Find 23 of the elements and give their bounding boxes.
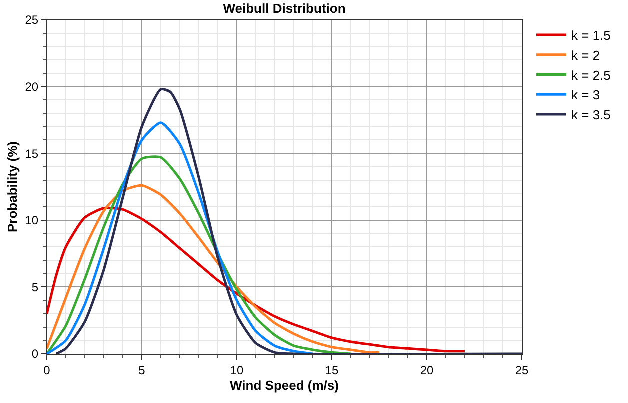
x-tick-label: 0	[44, 363, 51, 378]
y-tick-label: 0	[32, 347, 39, 362]
x-tick-label: 25	[515, 363, 529, 378]
chart-title: Weibull Distribution	[223, 1, 346, 16]
line-series	[55, 88, 522, 354]
y-tick-label: 15	[25, 146, 39, 161]
legend-label: k = 3	[572, 88, 600, 103]
y-axis-title: Probability (%)	[5, 141, 20, 233]
y-tick-label: 25	[25, 13, 39, 28]
x-tick-label: 10	[230, 363, 244, 378]
x-tick-label: 20	[420, 363, 434, 378]
x-tick-label: 15	[325, 363, 339, 378]
legend-label: k = 2	[572, 48, 600, 63]
x-tick-label: 5	[138, 363, 146, 378]
legend-label: k = 1.5	[572, 28, 611, 44]
line-series	[47, 206, 466, 353]
y-tick-label: 20	[25, 80, 39, 94]
y-tick-label: 5	[32, 280, 39, 294]
legend-label: k = 2.5	[572, 68, 611, 83]
x-axis-title: Wind Speed (m/s)	[230, 378, 339, 393]
y-tick-label: 10	[25, 214, 39, 228]
line-series	[47, 184, 381, 354]
legend-label: k = 3.5	[572, 108, 611, 123]
